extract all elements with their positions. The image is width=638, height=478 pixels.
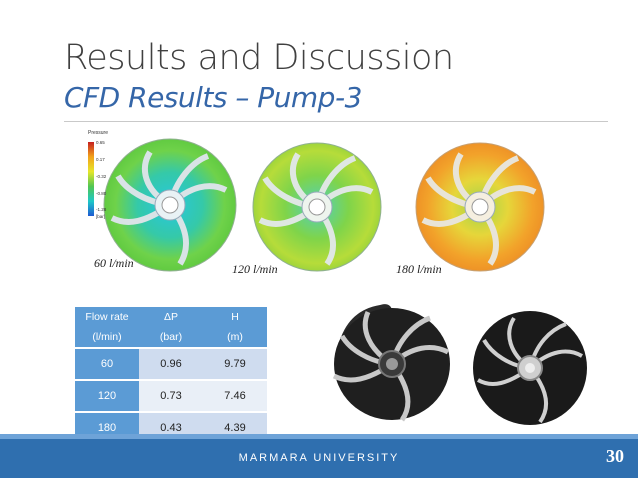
title-divider bbox=[64, 121, 608, 122]
legend-tick: 0.17 bbox=[96, 157, 105, 162]
pressure-legend: Pressure 0.65 0.17 -0.32 -0.80 -1.28 [ba… bbox=[84, 130, 124, 220]
impeller-photo-right bbox=[473, 311, 587, 425]
cell-flow-rate: 60 bbox=[75, 347, 139, 380]
cell-delta-p: 0.96 bbox=[139, 347, 203, 380]
footer-university: MARMARA UNIVERSITY bbox=[238, 452, 400, 464]
cfd-label-180: 180 l/min bbox=[396, 262, 442, 276]
header-flow-rate: Flow rate (l/min) bbox=[75, 307, 139, 348]
page-number: 30 bbox=[606, 446, 624, 466]
cfd-label-60: 60 l/min bbox=[94, 256, 134, 270]
legend-title: Pressure bbox=[88, 130, 109, 136]
legend-unit: [bar] bbox=[96, 214, 106, 219]
header-head: H (m) bbox=[203, 307, 267, 348]
slide-subtitle: CFD Results – Pump-3 bbox=[64, 81, 362, 114]
footer-accent-bar bbox=[0, 434, 638, 439]
cell-head: 7.46 bbox=[203, 379, 267, 412]
cell-head: 9.79 bbox=[203, 347, 267, 380]
cfd-impeller-180 bbox=[415, 142, 545, 272]
cfd-impeller-60 bbox=[103, 138, 237, 272]
impeller-photo-left bbox=[332, 304, 450, 422]
legend-tick: -0.32 bbox=[96, 174, 107, 179]
legend-tick: -1.28 bbox=[96, 207, 107, 212]
table-header-row: Flow rate (l/min) ΔP (bar) H (m) bbox=[75, 307, 267, 348]
header-delta-p: ΔP (bar) bbox=[139, 307, 203, 348]
cfd-impeller-120 bbox=[252, 142, 382, 272]
legend-tick: 0.65 bbox=[96, 140, 105, 145]
footer-bar bbox=[0, 439, 638, 478]
cell-flow-rate: 120 bbox=[75, 379, 139, 412]
legend-colorbar bbox=[88, 142, 94, 216]
results-table: Flow rate (l/min) ΔP (bar) H (m) 60 0.96 9.… bbox=[75, 307, 267, 443]
legend-tick: -0.80 bbox=[96, 191, 107, 196]
table-row: 60 0.96 9.79 bbox=[75, 347, 267, 380]
cell-delta-p: 0.73 bbox=[139, 379, 203, 412]
slide-title: Results and Discussion bbox=[64, 38, 454, 78]
table-row: 120 0.73 7.46 bbox=[75, 379, 267, 412]
cfd-label-120: 120 l/min bbox=[232, 262, 278, 276]
